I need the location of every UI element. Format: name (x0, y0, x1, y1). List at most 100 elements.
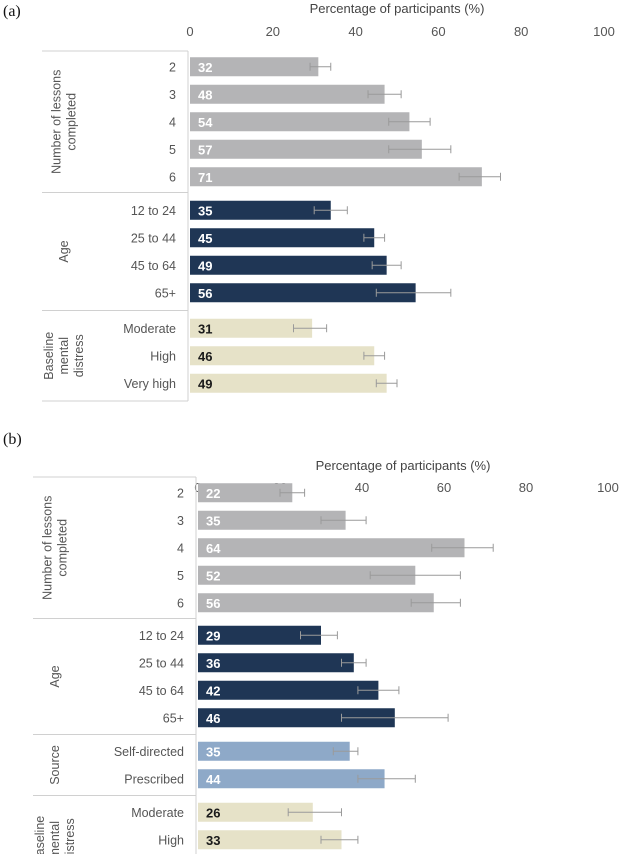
panel-1-data-label: 48 (198, 87, 212, 102)
panel-2-data-label: 46 (206, 711, 220, 726)
panel-1-bar (190, 283, 416, 303)
panel-1-axis-title: Percentage of participants (%) (310, 1, 485, 16)
panel-2-tick-label: 80 (519, 480, 533, 495)
panel-1-bar (190, 57, 319, 77)
panel-2-data-label: 33 (206, 833, 220, 848)
panel-2-group-label: Source (48, 745, 62, 785)
panel-1-category-label: 65+ (155, 286, 176, 300)
panel-1-group-label: Baselinementaldistress (42, 332, 86, 380)
panel-2-category-label: Moderate (131, 806, 184, 820)
panel-2-tick-label: 40 (355, 480, 369, 495)
panel-2-letter: (b) (3, 431, 22, 448)
panel-1-group-label-line: completed (65, 93, 79, 151)
panel-1-data-label: 56 (198, 286, 212, 301)
panel-2-bar (198, 653, 354, 673)
panel-1-bar (190, 84, 385, 104)
panel-2-group-label-line: Source (48, 745, 62, 785)
panel-2-group-label-line: Number of lessons (41, 496, 55, 600)
panel-2-group-label-line: distress (63, 818, 77, 854)
panel-2-category-label: 5 (177, 569, 184, 583)
panel-1-data-label: 57 (198, 142, 212, 157)
panel-2-data-label: 36 (206, 656, 220, 671)
panel-1-category-label: 4 (169, 115, 176, 129)
panel-1-group-label-line: Age (57, 240, 71, 262)
panel-2-bar (198, 769, 385, 789)
panel-2-tick-label: 60 (437, 480, 451, 495)
panel-1-data-label: 71 (198, 170, 212, 185)
panel-1-bar (190, 255, 387, 275)
panel-2-data-label: 22 (206, 486, 220, 501)
panel-1-category-label: Very high (124, 377, 176, 391)
panel-1-tick-label: 0 (186, 24, 193, 39)
chart-panel-1: (a) Percentage of participants (%) 0 20 40 60… (3, 1, 615, 402)
panel-1-data-label: 49 (198, 258, 212, 273)
panel-1-bar (190, 318, 313, 338)
panel-1-data-label: 46 (198, 349, 212, 364)
panel-2-category-label: Self-directed (114, 745, 184, 759)
panel-1-letter: (a) (3, 3, 21, 20)
panel-2-bar (198, 565, 416, 585)
panel-2-data-label: 29 (206, 628, 220, 643)
panel-1-tick-label: 40 (348, 24, 362, 39)
panel-1-category-label: 2 (169, 60, 176, 74)
panel-2-bar (198, 741, 350, 761)
panel-2-group-label: Number of lessonscompleted (41, 496, 70, 600)
panel-1-group-label-line: mental (57, 337, 71, 375)
panel-1-bar (190, 228, 375, 248)
panel-2-category-label: 45 to 64 (139, 684, 184, 698)
panel-1-bar (190, 112, 410, 132)
panel-1-tick-label: 100 (593, 24, 615, 39)
panel-2-data-label: 64 (206, 541, 221, 556)
panel-1-category-label: 6 (169, 170, 176, 184)
panel-2-category-label: Prescribed (124, 772, 184, 786)
panel-2-data-label: 35 (206, 744, 220, 759)
panel-1-data-label: 35 (198, 203, 212, 218)
panel-1-group-label-line: Number of lessons (50, 70, 64, 174)
panel-1-data-label: 45 (198, 231, 212, 246)
panel-1-group-label-line: distress (72, 334, 86, 377)
panel-1-bar (190, 373, 387, 393)
panel-2-category-label: 12 to 24 (139, 629, 184, 643)
panel-2-group-label: Age (48, 665, 62, 687)
panel-2-category-label: 6 (177, 596, 184, 610)
panel-2-tick-label: 100 (597, 480, 619, 495)
panel-1-category-label: 12 to 24 (131, 204, 176, 218)
panel-2-bar (198, 538, 465, 558)
panel-1-bar (190, 346, 375, 366)
panel-2-data-label: 56 (206, 596, 220, 611)
panel-2-group-label-line: completed (56, 519, 70, 577)
panel-1-data-label: 49 (198, 376, 212, 391)
panel-1-data-label: 32 (198, 60, 212, 75)
panel-1-tick-label: 60 (431, 24, 445, 39)
panel-2-group-label-line: Age (48, 665, 62, 687)
panel-1-category-label: 5 (169, 143, 176, 157)
panel-2-category-label: 4 (177, 541, 184, 555)
panel-2-bar (198, 830, 342, 850)
panel-2-category-label: 3 (177, 514, 184, 528)
panel-2-bar (198, 510, 346, 530)
panel-2-data-label: 35 (206, 513, 220, 528)
panel-2-bar (198, 593, 434, 613)
panel-2-category-label: 25 to 44 (139, 656, 184, 670)
panel-2-axis-title: Percentage of participants (%) (316, 458, 491, 473)
panel-2-group-label-line: mental (48, 821, 62, 854)
panel-2-category-label: High (158, 833, 184, 847)
panel-2-category-label: 65+ (163, 711, 184, 725)
panel-1-tick-label: 80 (514, 24, 528, 39)
panel-1-category-label: Moderate (123, 322, 176, 336)
panel-2-bar (198, 708, 395, 728)
panel-2-data-label: 26 (206, 805, 220, 820)
panel-2-bar (198, 680, 379, 700)
panel-1-group-label-line: Baseline (42, 332, 56, 380)
panel-2-data-label: 44 (206, 772, 221, 787)
panel-2-data-label: 52 (206, 568, 220, 583)
panel-2-data-label: 42 (206, 683, 220, 698)
panel-1-category-label: High (150, 349, 176, 363)
panel-2-group-label: Baselinementaldistress (33, 816, 77, 854)
panel-2-category-label: 2 (177, 486, 184, 500)
panel-2-group-label-line: Baseline (33, 816, 47, 854)
panel-1-data-label: 31 (198, 321, 212, 336)
panel-1-data-label: 54 (198, 115, 213, 130)
panel-1-category-label: 25 to 44 (131, 231, 176, 245)
